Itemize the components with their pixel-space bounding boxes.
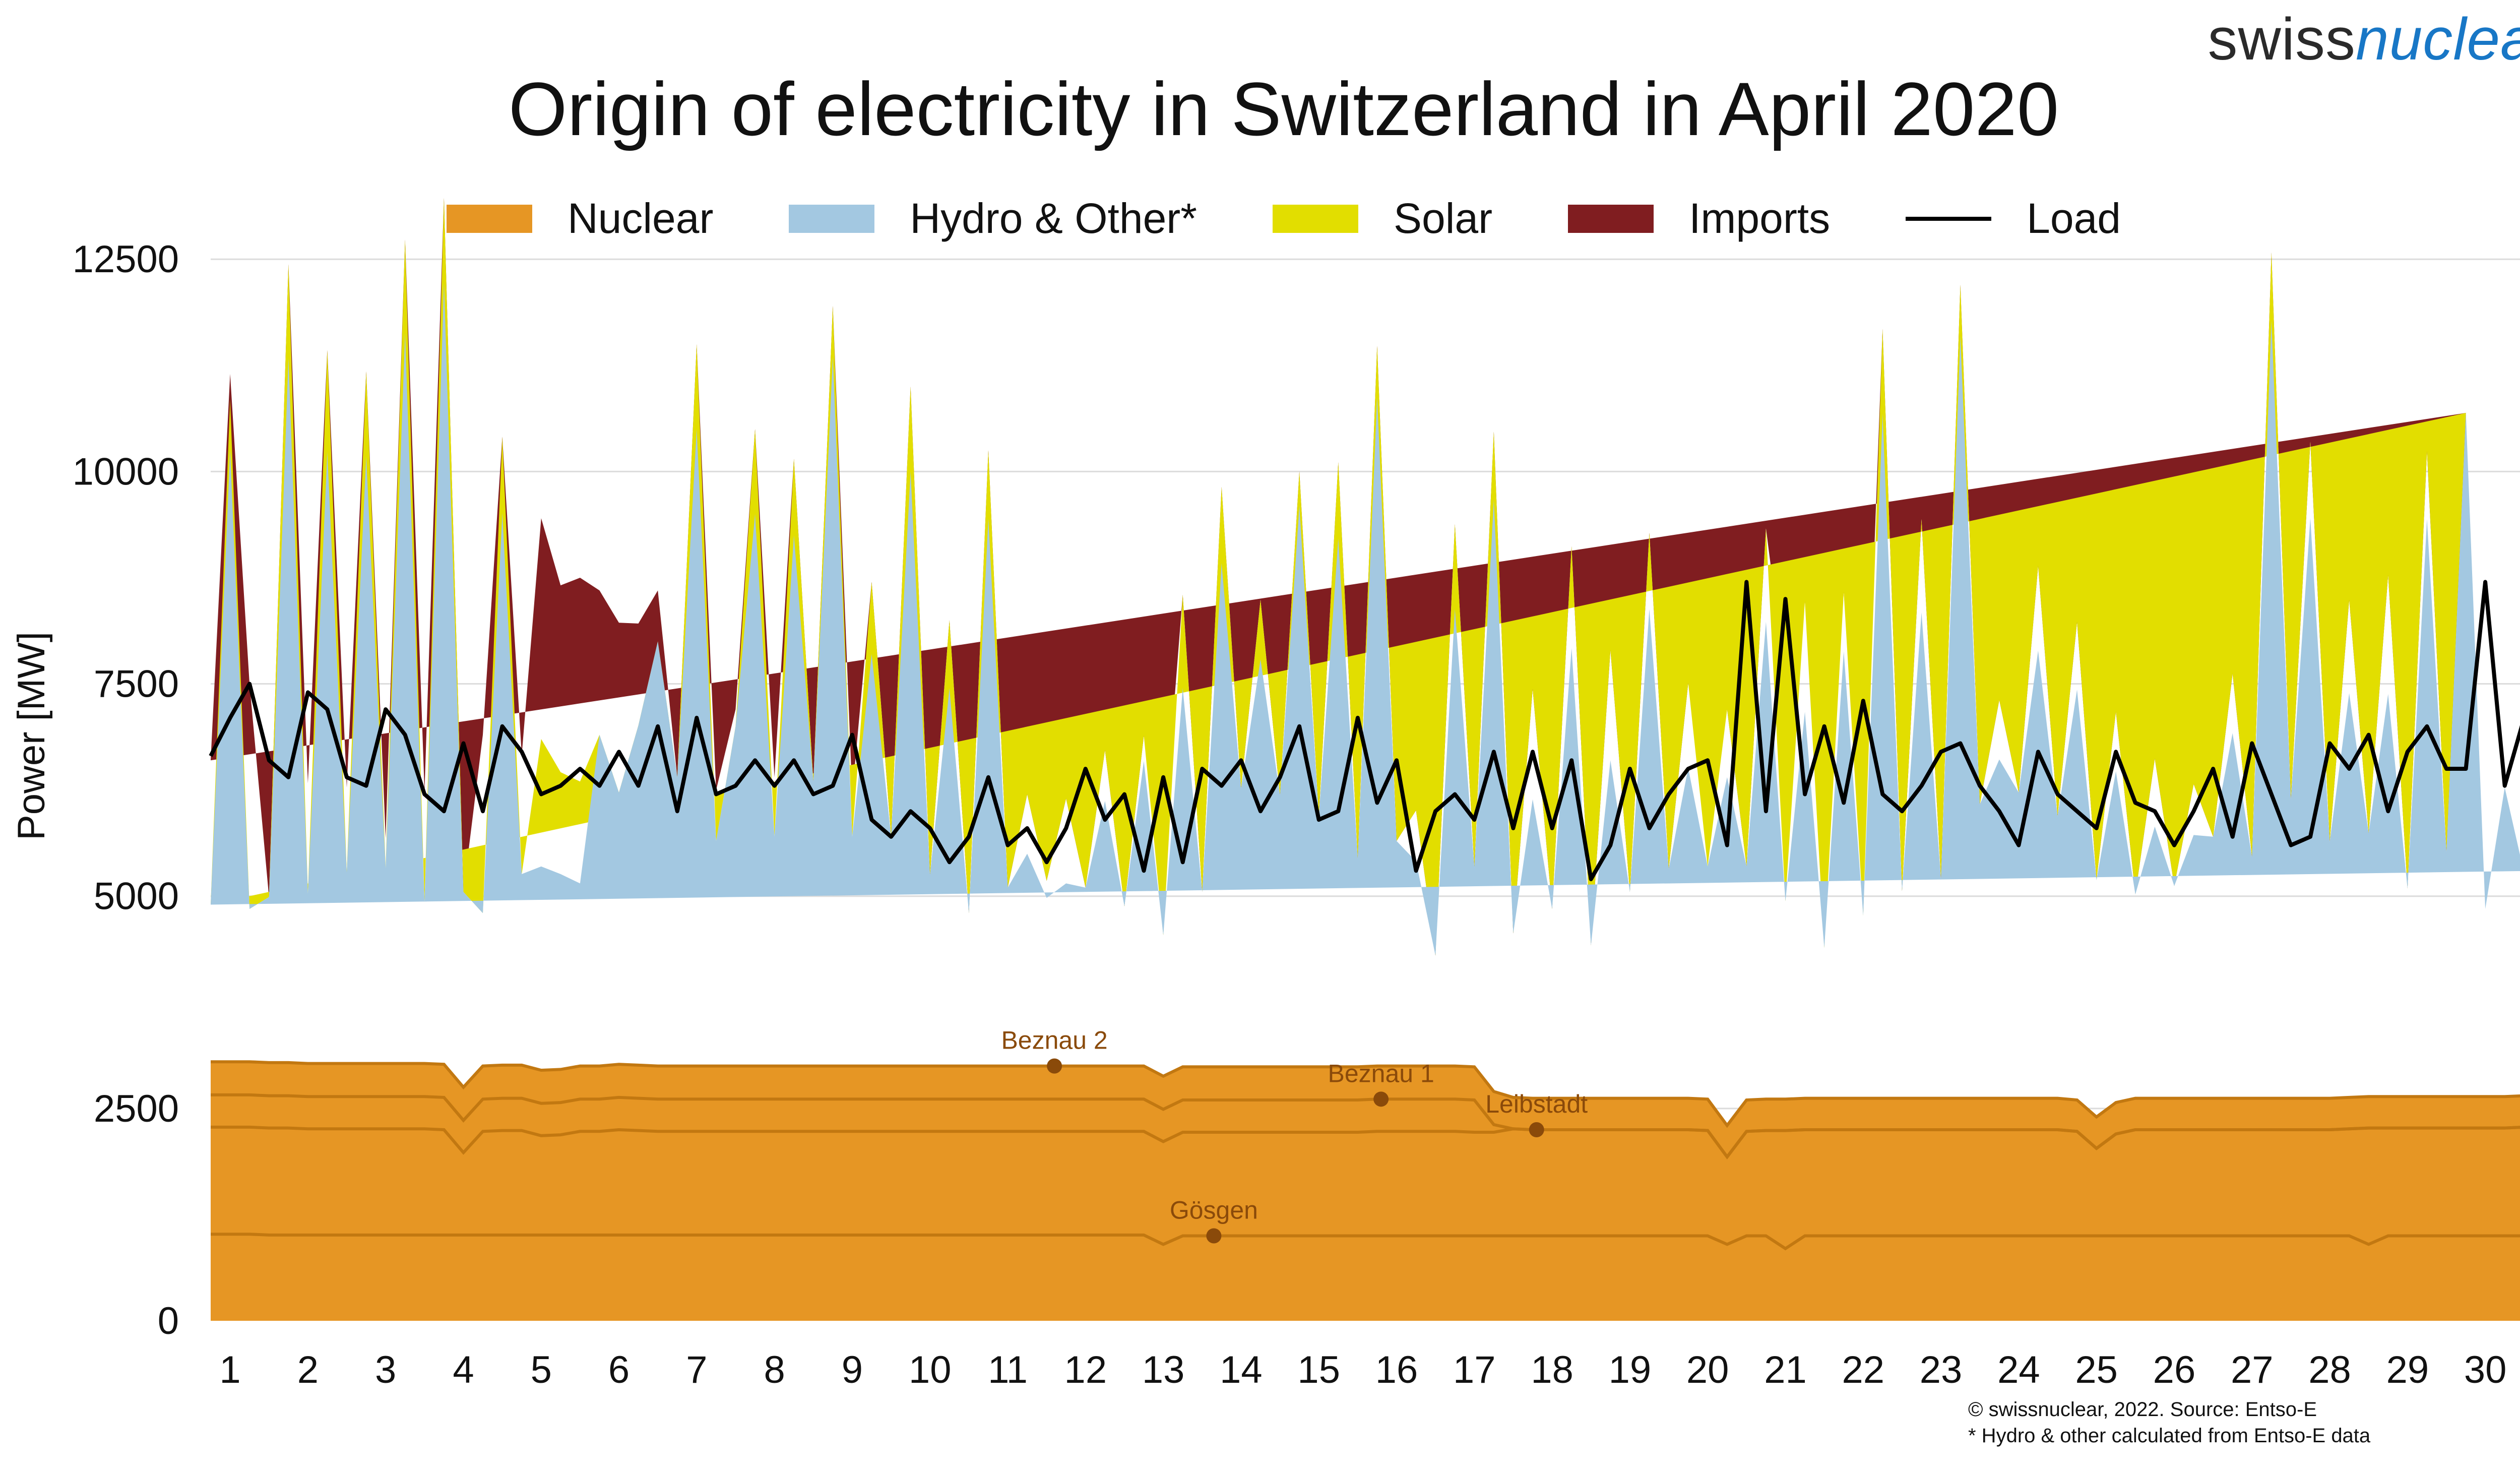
series-line-load — [209, 580, 2520, 881]
legend-item-solar: Solar — [1272, 194, 1493, 243]
legend-swatch-imports — [1568, 204, 1654, 233]
x-tick-label-5: 5 — [531, 1349, 552, 1391]
x-tick-label-11: 11 — [988, 1349, 1028, 1391]
legend-item-imports: Imports — [1568, 194, 1830, 243]
x-tick-label-14: 14 — [1220, 1349, 1263, 1391]
x-tick-label-21: 21 — [1764, 1349, 1807, 1391]
y-tick-label-7500: 7500 — [94, 663, 179, 706]
plant-marker-g-sgen — [1206, 1228, 1222, 1244]
x-tick-label-20: 20 — [1686, 1349, 1729, 1391]
x-tick-label-13: 13 — [1142, 1349, 1185, 1391]
swissnuclear-logo: swissnuclear — [2208, 5, 2520, 74]
x-tick-label-7: 7 — [686, 1349, 707, 1391]
legend-label-solar: Solar — [1393, 195, 1493, 242]
y-tick-label-12500: 12500 — [73, 238, 179, 281]
legend-swatch-solar — [1272, 204, 1358, 233]
y-axis-label: Power [MW] — [10, 632, 53, 840]
x-tick-label-12: 12 — [1064, 1349, 1107, 1391]
area-nuclear — [211, 1062, 2520, 1321]
plant-line-beznau-2 — [211, 1060, 2520, 1128]
x-tick-label-22: 22 — [1842, 1349, 1884, 1391]
plant-marker-leibstadt — [1529, 1122, 1544, 1137]
plant-label-g-sgen: Gösgen — [1170, 1196, 1258, 1224]
x-tick-label-27: 27 — [2231, 1349, 2274, 1391]
legend-swatch-hydro — [789, 204, 875, 233]
legend-item-hydro: Hydro & Other* — [789, 194, 1197, 243]
plant-annotations: Beznau 2 Beznau 1 Leibstadt Gösgen — [1001, 1026, 1588, 1244]
x-tick-label-1: 1 — [219, 1349, 240, 1391]
x-axis-ticks: 1 2 3 4 5 6 7 8 9 10 11 12 13 14 15 16 17 18 19 20 21 22 23 24 2… — [219, 1349, 2506, 1391]
y-tick-label-10000: 10000 — [73, 450, 179, 493]
x-tick-label-25: 25 — [2075, 1349, 2118, 1391]
chart-title: Origin of electricity in Switzerland in … — [508, 67, 2059, 151]
copyright-note: © swissnuclear, 2022. Source: Entso-E — [1968, 1398, 2317, 1421]
x-tick-label-24: 24 — [1997, 1349, 2040, 1391]
x-tick-label-4: 4 — [453, 1349, 474, 1391]
x-tick-label-9: 9 — [842, 1349, 863, 1391]
plant-label-leibstadt: Leibstadt — [1485, 1090, 1588, 1118]
x-tick-label-23: 23 — [1920, 1349, 1963, 1391]
x-tick-label-29: 29 — [2386, 1349, 2429, 1391]
x-tick-label-10: 10 — [909, 1349, 952, 1391]
legend-item-load: Load — [1906, 194, 2121, 243]
x-tick-label-30: 30 — [2464, 1349, 2507, 1391]
y-tick-label-0: 0 — [158, 1300, 179, 1342]
x-tick-label-18: 18 — [1531, 1349, 1573, 1391]
x-tick-label-16: 16 — [1375, 1349, 1418, 1391]
plant-marker-beznau-1 — [1373, 1091, 1389, 1107]
plant-label-beznau-2: Beznau 2 — [1001, 1026, 1107, 1055]
area-hydro-other — [211, 283, 2520, 956]
x-tick-label-2: 2 — [297, 1349, 319, 1391]
x-tick-label-26: 26 — [2153, 1349, 2196, 1391]
footnotes: © swissnuclear, 2022. Source: Entso-E * … — [1968, 1396, 2370, 1449]
legend-item-nuclear: Nuclear — [446, 194, 714, 243]
y-axis-ticks: 0 2500 5000 7500 10000 12500 — [73, 238, 179, 1342]
y-tick-label-2500: 2500 — [94, 1087, 179, 1130]
legend-swatch-load — [1906, 216, 1992, 221]
x-tick-label-8: 8 — [764, 1349, 785, 1391]
plant-line-leibstadt — [211, 1125, 2520, 1159]
legend-label-imports: Imports — [1689, 195, 1831, 242]
legend-label-load: Load — [2027, 195, 2121, 242]
legend-swatch-nuclear — [446, 204, 532, 233]
x-tick-label-28: 28 — [2308, 1349, 2351, 1391]
logo-text-swiss: swiss — [2208, 6, 2356, 73]
legend-label-hydro: Hydro & Other* — [910, 195, 1197, 242]
plant-line-g-sgen — [211, 1233, 2520, 1251]
stacked-areas — [211, 198, 2520, 1321]
plant-marker-beznau-2 — [1047, 1058, 1062, 1074]
hydro-note: * Hydro & other calculated from Entso-E … — [1968, 1425, 2371, 1447]
x-tick-label-17: 17 — [1453, 1349, 1496, 1391]
plant-label-beznau-1: Beznau 1 — [1328, 1059, 1434, 1087]
x-tick-label-3: 3 — [375, 1349, 396, 1391]
load-line — [209, 580, 2520, 881]
x-tick-label-19: 19 — [1609, 1349, 1652, 1391]
y-tick-label-5000: 5000 — [94, 875, 179, 918]
x-tick-label-15: 15 — [1297, 1349, 1340, 1391]
chart-legend: Nuclear Hydro & Other* Solar Imports Loa… — [0, 194, 2520, 243]
x-tick-label-6: 6 — [608, 1349, 629, 1391]
legend-label-nuclear: Nuclear — [567, 195, 714, 242]
logo-text-nuclear: nuclear — [2355, 6, 2520, 73]
